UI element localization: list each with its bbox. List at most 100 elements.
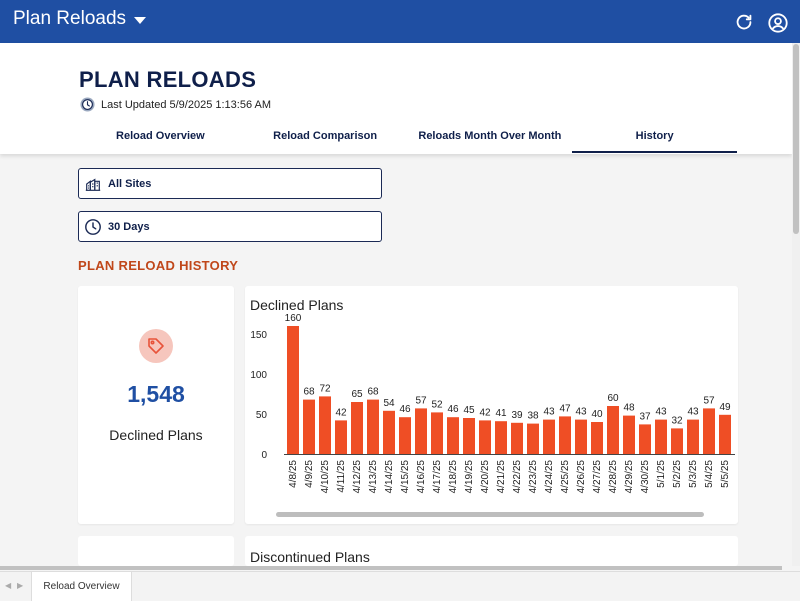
user-circle-icon[interactable] xyxy=(767,12,789,34)
x-tick-label: 4/17/25 xyxy=(432,460,443,494)
data-label: 48 xyxy=(623,403,635,414)
page-title: PLAN RELOADS xyxy=(79,67,257,92)
last-updated-text: Last Updated 5/9/2025 1:13:56 AM xyxy=(101,98,272,111)
app-title-text: Plan Reloads xyxy=(13,8,127,29)
x-tick-label: 5/2/25 xyxy=(672,460,683,488)
data-label: 43 xyxy=(687,407,699,418)
data-label: 49 xyxy=(719,402,731,413)
data-label: 45 xyxy=(463,405,475,416)
data-label: 72 xyxy=(319,383,331,394)
chart-title: Declined Plans xyxy=(250,297,344,313)
x-tick-label: 4/13/25 xyxy=(368,460,379,494)
chart-bar xyxy=(527,423,539,454)
data-label: 32 xyxy=(671,415,683,426)
chart-bar xyxy=(479,420,491,454)
chart-card: Declined Plans 0 50 100 150 160 4/8/25 68 4/9/2… xyxy=(245,286,738,524)
chart-horizontal-scrollbar[interactable] xyxy=(276,512,704,517)
chart-bar xyxy=(399,417,411,454)
refresh-icon[interactable] xyxy=(733,12,755,34)
sites-filter-label: All Sites xyxy=(108,177,152,190)
x-tick-label: 4/26/25 xyxy=(576,460,587,494)
page-horizontal-scrollbar[interactable] xyxy=(0,566,782,570)
x-tick-label: 4/22/25 xyxy=(512,460,523,494)
chart-bar xyxy=(687,419,699,454)
x-tick-label: 4/24/25 xyxy=(544,460,555,494)
data-label: 46 xyxy=(447,404,459,415)
data-label: 40 xyxy=(591,409,603,420)
tab-reloads-month-over-month[interactable]: Reloads Month Over Month xyxy=(418,130,562,142)
data-label: 60 xyxy=(607,393,619,404)
app-title-dropdown[interactable]: Plan Reloads xyxy=(13,8,147,30)
kpi-value: 1,548 xyxy=(127,381,185,407)
tab-bar: Reload Overview Reload Comparison Reload… xyxy=(78,123,737,154)
x-tick-label: 4/23/25 xyxy=(528,460,539,494)
data-label: 52 xyxy=(431,399,443,410)
x-tick-label: 5/4/25 xyxy=(704,460,715,488)
chart-bar xyxy=(415,408,427,454)
chart-bar xyxy=(655,419,667,454)
chart-bar xyxy=(591,422,603,454)
tab-reload-comparison[interactable]: Reload Comparison xyxy=(273,130,378,142)
tab-history[interactable]: History xyxy=(572,123,737,154)
data-label: 68 xyxy=(303,387,315,398)
data-label: 42 xyxy=(479,407,491,418)
bottom-tab-reload-overview[interactable]: Reload Overview xyxy=(31,572,132,601)
data-label: 43 xyxy=(543,407,555,418)
data-label: 57 xyxy=(703,395,715,406)
x-tick-label: 4/29/25 xyxy=(624,460,635,494)
next-page-icon[interactable]: ▶ xyxy=(17,581,24,590)
clock-icon xyxy=(80,97,95,112)
data-label: 46 xyxy=(399,404,411,415)
x-tick-label: 4/27/25 xyxy=(592,460,603,494)
chart-bar xyxy=(623,415,635,454)
prev-page-icon[interactable]: ◀ xyxy=(5,581,12,590)
data-label: 42 xyxy=(335,407,347,418)
chart-bar xyxy=(335,420,347,454)
section-heading: PLAN RELOAD HISTORY xyxy=(78,258,239,273)
chart-bar xyxy=(543,419,555,454)
chart-bar xyxy=(303,399,315,454)
kpi-label: Declined Plans xyxy=(109,427,203,443)
y-tick-label: 150 xyxy=(250,330,267,341)
x-tick-label: 4/30/25 xyxy=(640,460,651,494)
chart-bar xyxy=(511,422,523,454)
x-tick-label: 5/1/25 xyxy=(656,460,667,488)
clock-icon xyxy=(85,218,101,235)
kpi-icon-badge xyxy=(139,329,173,363)
x-tick-label: 4/16/25 xyxy=(416,460,427,494)
chart-bar xyxy=(671,428,683,454)
chart-bar xyxy=(559,416,571,454)
data-label: 43 xyxy=(655,407,667,418)
data-label: 38 xyxy=(527,411,539,422)
sites-icon xyxy=(85,177,101,191)
page-header: PLAN RELOADS Last Updated 5/9/2025 1:13:… xyxy=(0,43,792,154)
x-tick-label: 4/18/25 xyxy=(448,460,459,494)
data-label: 39 xyxy=(511,410,523,421)
data-label: 37 xyxy=(639,411,651,422)
sites-filter-button[interactable]: All Sites xyxy=(78,168,382,199)
data-label: 160 xyxy=(285,313,302,324)
y-tick-label: 50 xyxy=(256,410,268,421)
page-vertical-scrollbar[interactable] xyxy=(793,44,799,234)
top-app-bar: Plan Reloads xyxy=(0,0,800,43)
bottom-tab-bar: ◀ ▶ Reload Overview xyxy=(0,571,800,601)
data-label: 43 xyxy=(575,407,587,418)
chart-bar xyxy=(351,402,363,454)
x-tick-label: 4/28/25 xyxy=(608,460,619,494)
chart-bar xyxy=(447,417,459,454)
chart-bar xyxy=(703,408,715,454)
chart-bar xyxy=(607,406,619,454)
chart-bar xyxy=(287,326,299,454)
chart-bar xyxy=(463,418,475,454)
x-tick-label: 4/9/25 xyxy=(304,460,315,488)
x-tick-label: 4/12/25 xyxy=(352,460,363,494)
chart-bar xyxy=(431,412,443,454)
days-filter-button[interactable]: 30 Days xyxy=(78,211,382,242)
data-label: 54 xyxy=(383,398,395,409)
chart-bar xyxy=(367,399,379,454)
chart-bar xyxy=(319,396,331,454)
tag-icon xyxy=(148,338,164,354)
tab-reload-overview[interactable]: Reload Overview xyxy=(116,130,205,142)
page-vertical-scrollbar-track xyxy=(792,43,800,566)
x-tick-label: 5/5/25 xyxy=(720,460,731,488)
